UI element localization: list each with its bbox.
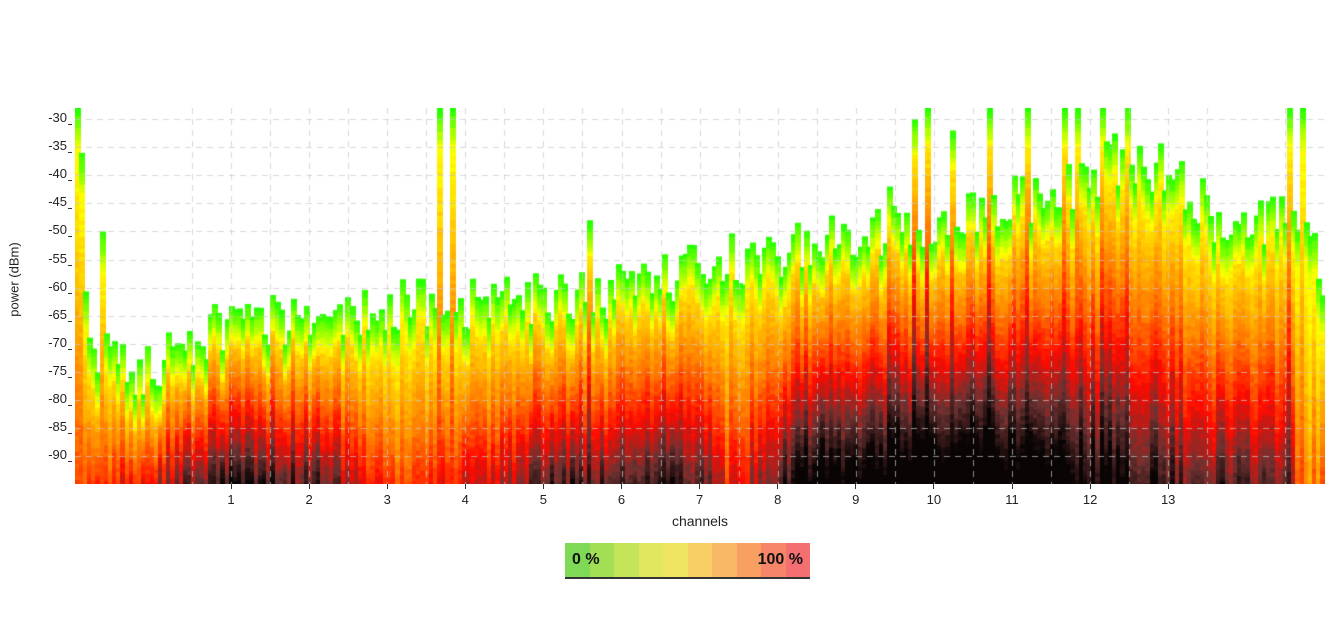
legend-swatch — [638, 543, 663, 577]
x-tick: 5 — [528, 484, 558, 507]
x-axis-label: channels — [671, 513, 729, 529]
y-tick: -30 — [0, 110, 72, 126]
x-tick: 10 — [919, 484, 949, 507]
legend-swatch — [761, 543, 786, 577]
y-tick: -75 — [0, 363, 72, 378]
x-tick: 3 — [372, 484, 402, 507]
legend-swatch — [736, 543, 761, 577]
legend-min-label: 0 % — [572, 551, 600, 568]
y-tick: -85 — [0, 419, 72, 434]
legend-swatch — [687, 543, 712, 577]
heatmap-plot-area — [75, 108, 1325, 484]
y-tick: -35 — [0, 138, 72, 154]
y-tick: -80 — [0, 391, 72, 406]
legend-swatch — [712, 543, 737, 577]
color-legend: 0 % 100 % — [565, 543, 810, 579]
y-tick: -50 — [0, 222, 72, 238]
x-tick: 7 — [685, 484, 715, 507]
y-tick: -45 — [0, 194, 72, 210]
legend-swatch — [663, 543, 688, 577]
legend-max-label: 100 % — [757, 551, 803, 568]
x-tick: 11 — [997, 484, 1027, 507]
x-tick: 12 — [1075, 484, 1105, 507]
x-tick: 9 — [841, 484, 871, 507]
legend-swatch — [589, 543, 614, 577]
grid-lines — [75, 108, 1325, 484]
y-tick: -65 — [0, 307, 72, 322]
x-tick: 4 — [450, 484, 480, 507]
y-tick: -55 — [0, 251, 72, 266]
x-tick: 6 — [607, 484, 637, 507]
x-tick: 8 — [763, 484, 793, 507]
y-tick: -40 — [0, 166, 72, 182]
x-tick: 1 — [216, 484, 246, 507]
x-tick: 13 — [1153, 484, 1183, 507]
y-tick: -60 — [0, 279, 72, 294]
legend-swatch — [785, 543, 810, 577]
y-tick: -90 — [0, 447, 72, 462]
legend-swatch — [565, 543, 590, 577]
legend-swatch — [614, 543, 639, 577]
x-tick: 2 — [294, 484, 324, 507]
y-tick: -70 — [0, 335, 72, 350]
